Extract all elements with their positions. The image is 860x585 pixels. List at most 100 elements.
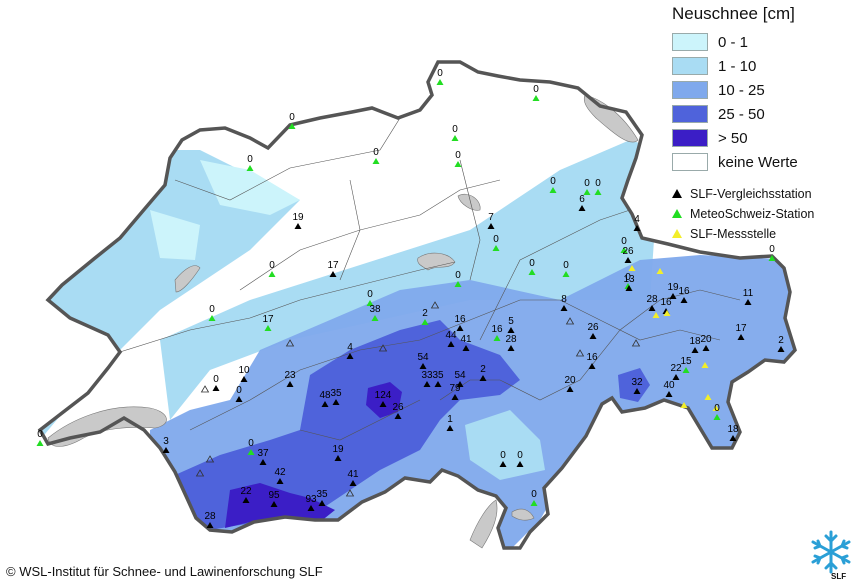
inactive-station-marker	[285, 339, 295, 347]
station-marker	[434, 381, 442, 387]
snow-value-label: 0	[248, 438, 254, 449]
station-marker	[394, 413, 402, 419]
snow-value-label: 2	[422, 308, 428, 319]
snow-value-label: 16	[586, 352, 598, 363]
inactive-station-marker	[378, 344, 388, 352]
station-legend-label: MeteoSchweiz-Station	[690, 207, 815, 221]
station-marker	[560, 305, 568, 311]
station-marker	[451, 135, 459, 141]
station-marker	[456, 381, 464, 387]
snow-value-label: 8	[561, 294, 567, 305]
snow-value-label: 41	[347, 469, 359, 480]
snow-value-label: 18	[727, 424, 739, 435]
snow-value-label: 0	[289, 112, 295, 123]
station-marker	[487, 223, 495, 229]
legend-label: 0 - 1	[718, 33, 749, 51]
slf-measuring-point-marker	[663, 310, 671, 316]
snow-value-label: 38	[369, 304, 381, 315]
station-marker	[625, 285, 633, 291]
snow-value-label: 93	[305, 494, 317, 505]
station-marker	[578, 205, 586, 211]
triangle-icon	[672, 229, 682, 238]
slf-measuring-point-marker	[652, 312, 660, 318]
legend-swatch	[672, 33, 708, 51]
snow-value-label: 0	[209, 304, 215, 315]
legend-swatch	[672, 57, 708, 75]
station-marker	[528, 269, 536, 275]
station-marker	[208, 315, 216, 321]
snow-value-label: 40	[663, 380, 675, 391]
snow-value-label: 18	[689, 336, 701, 347]
snow-value-label: 28	[204, 511, 216, 522]
station-marker	[532, 95, 540, 101]
snow-value-label: 0	[373, 147, 379, 158]
station-marker	[419, 363, 427, 369]
station-marker	[288, 123, 296, 129]
station-marker	[240, 376, 248, 382]
station-marker	[737, 334, 745, 340]
snow-value-label: 35	[330, 388, 342, 399]
station-marker	[562, 271, 570, 277]
snow-value-label: 2	[480, 364, 486, 375]
station-marker	[624, 257, 632, 263]
slf-measuring-point-marker	[680, 402, 688, 408]
station-marker	[447, 341, 455, 347]
copyright-text: © WSL-Institut für Schnee- und Lawinenfo…	[6, 564, 323, 579]
snow-value-label: 17	[327, 260, 339, 271]
legend-label: > 50	[718, 129, 748, 147]
snow-value-label: 13	[623, 274, 635, 285]
legend-row: 0 - 1	[668, 30, 858, 54]
legend-label: keine Werte	[718, 153, 798, 171]
station-marker	[633, 225, 641, 231]
snow-value-label: 0	[452, 124, 458, 135]
snow-value-label: 17	[262, 314, 274, 325]
snow-value-label: 0	[533, 84, 539, 95]
station-marker	[682, 367, 690, 373]
station-marker	[620, 247, 628, 253]
legend-label: 25 - 50	[718, 105, 765, 123]
station-legend-label: SLF-Vergleichsstation	[690, 187, 812, 201]
slf-measuring-point-marker	[704, 394, 712, 400]
snow-value-label: 54	[454, 370, 466, 381]
snow-value-label: 0	[595, 178, 601, 189]
slf-measuring-point-marker	[656, 268, 664, 274]
slf-measuring-point-marker	[712, 405, 720, 411]
legend-row: keine Werte	[668, 150, 858, 174]
snow-value-label: 0	[531, 489, 537, 500]
snow-value-label: 0	[529, 258, 535, 269]
inactive-station-marker	[205, 455, 215, 463]
snow-value-label: 0	[621, 236, 627, 247]
snow-value-label: 6	[579, 194, 585, 205]
station-marker	[451, 394, 459, 400]
legend-row: 1 - 10	[668, 54, 858, 78]
snow-value-label: 0	[584, 178, 590, 189]
snow-value-label: 22	[670, 363, 682, 374]
station-marker	[162, 447, 170, 453]
station-marker	[366, 300, 374, 306]
legend-swatch	[672, 129, 708, 147]
slf-snowflake-logo-icon	[811, 530, 851, 574]
stations-legend: SLF-Vergleichsstation MeteoSchweiz-Statio…	[672, 184, 814, 244]
station-marker	[371, 315, 379, 321]
snow-value-label: 15	[680, 356, 692, 367]
station-marker	[665, 391, 673, 397]
station-marker	[744, 299, 752, 305]
station-legend-row: SLF-Messstelle	[672, 224, 814, 244]
station-marker	[594, 189, 602, 195]
snow-value-label: 22	[240, 486, 252, 497]
station-marker	[294, 223, 302, 229]
station-marker	[446, 425, 454, 431]
snow-value-label: 26	[392, 402, 404, 413]
snow-value-label: 0	[367, 289, 373, 300]
station-marker	[286, 381, 294, 387]
station-marker	[454, 161, 462, 167]
legend-title: Neuschnee [cm]	[672, 4, 795, 23]
station-marker	[270, 501, 278, 507]
inactive-station-marker	[631, 339, 641, 347]
station-marker	[349, 480, 357, 486]
station-marker	[729, 435, 737, 441]
station-marker	[247, 449, 255, 455]
snow-value-label: 35	[432, 370, 444, 381]
station-marker	[379, 401, 387, 407]
